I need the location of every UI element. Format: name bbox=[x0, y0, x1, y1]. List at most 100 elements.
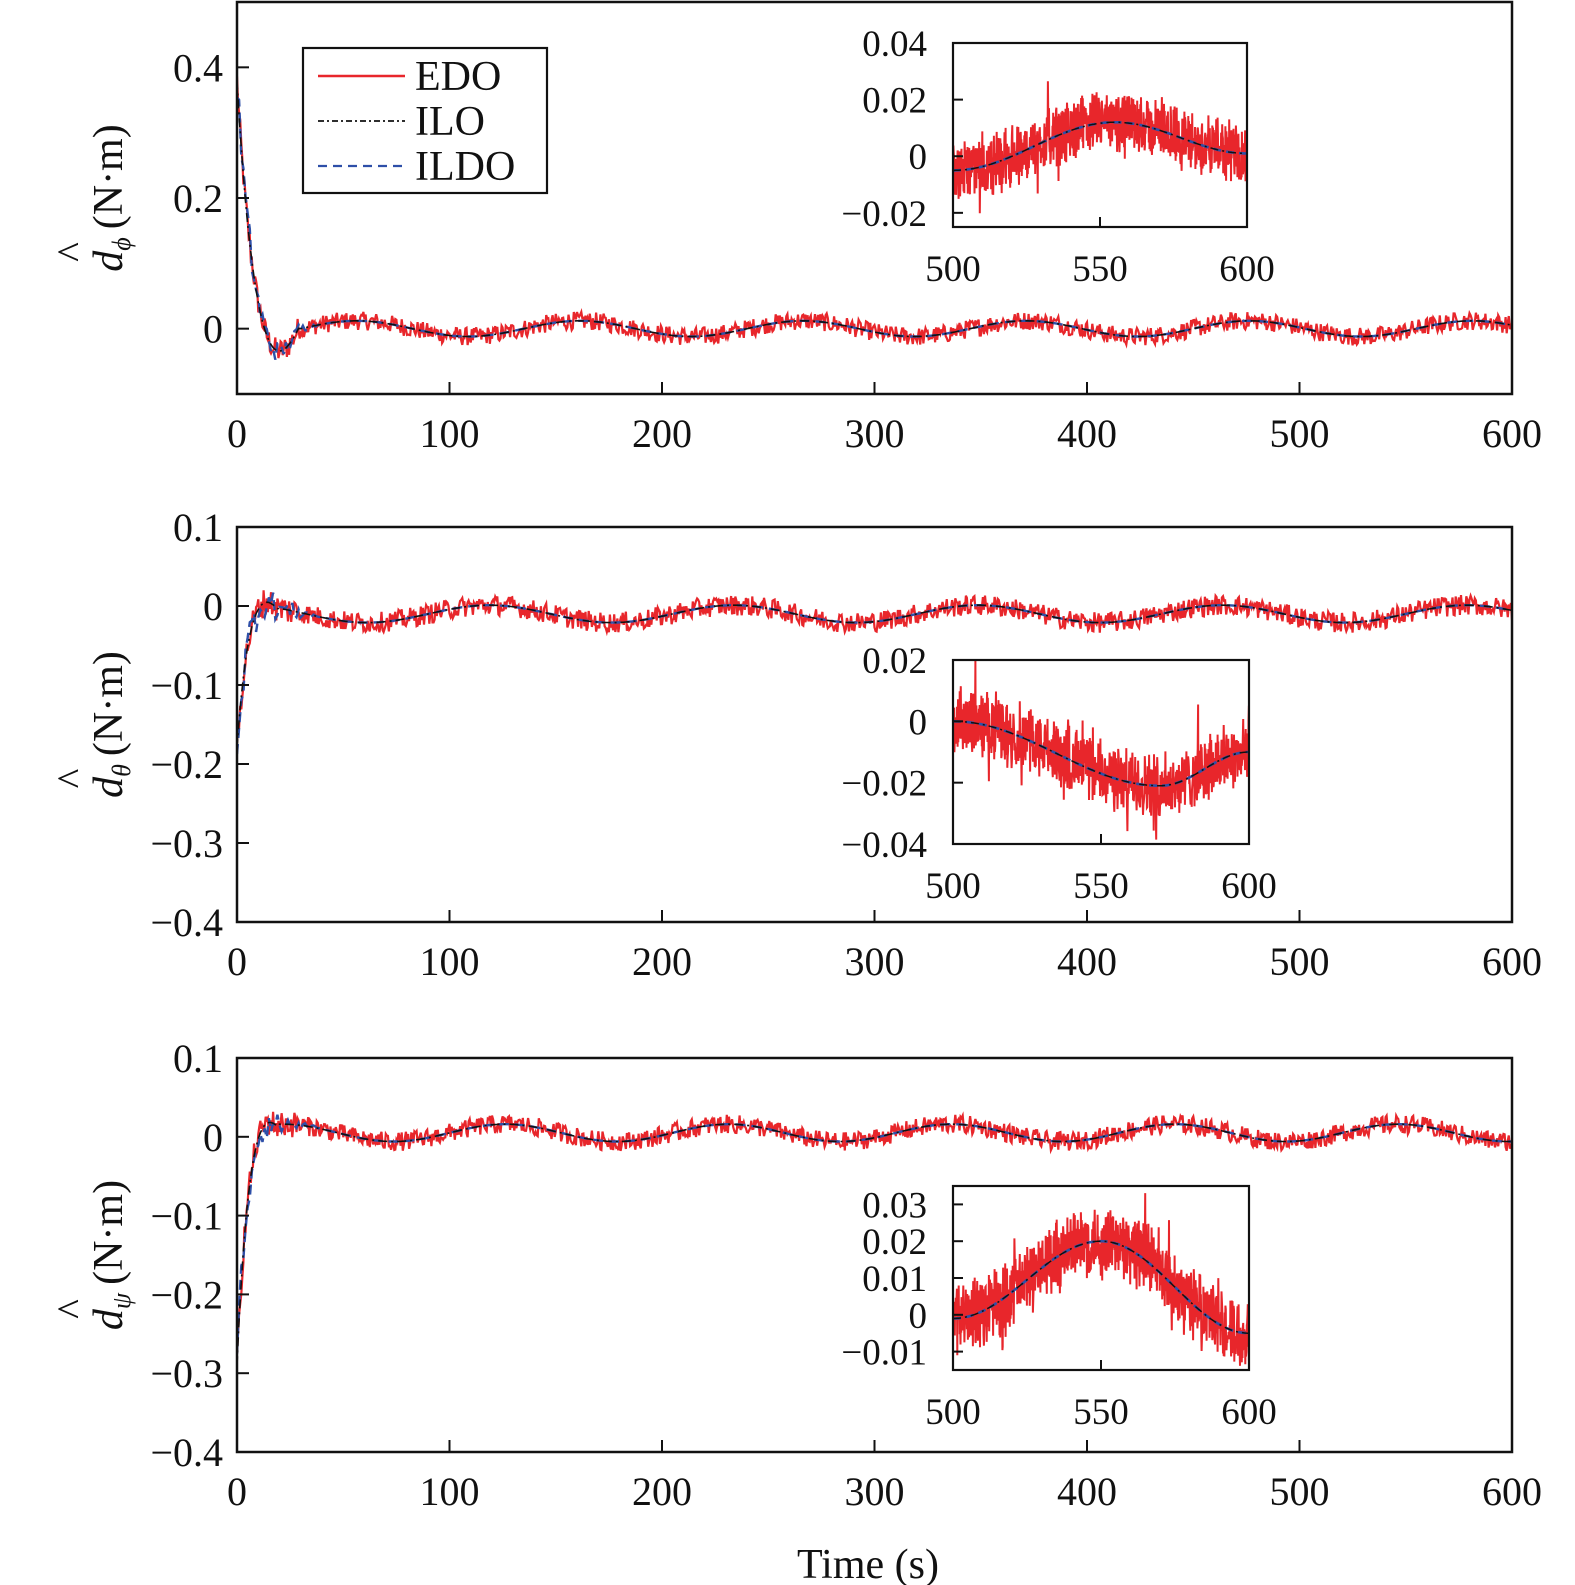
inset-y-tick-label: 0.02 bbox=[862, 1222, 927, 1263]
y-label-hat: ^ bbox=[50, 242, 96, 262]
series-edo-line bbox=[237, 1111, 1512, 1354]
x-tick-label: 200 bbox=[632, 939, 692, 984]
y-tick-label: −0.4 bbox=[150, 900, 223, 945]
y-tick-label: 0.1 bbox=[173, 505, 223, 550]
y-axis-label: dθ (N·m) bbox=[86, 651, 136, 798]
x-tick-label: 200 bbox=[632, 1469, 692, 1514]
panel-1: 0 100 200 300 400 500 600 0.4 0.2 0 dϕ (N·m) ^ 500 550… bbox=[50, 0, 1542, 456]
series-edo-line bbox=[237, 590, 1512, 743]
x-tick-label: 600 bbox=[1482, 1469, 1542, 1514]
inset-plot-area bbox=[953, 1193, 1249, 1366]
legend-box bbox=[301, 46, 549, 195]
inset-x-tick-label: 600 bbox=[1221, 866, 1277, 907]
inset-ilo-line bbox=[953, 121, 1247, 172]
series-edo-line bbox=[237, 76, 1512, 359]
x-tick-label: 200 bbox=[632, 411, 692, 456]
inset-y-tick-label: 0 bbox=[909, 1296, 928, 1337]
x-tick-label: 0 bbox=[227, 939, 247, 984]
x-tick-label: 300 bbox=[845, 1469, 905, 1514]
y-axis-label: dϕ (N·m) bbox=[86, 124, 136, 271]
inset-background bbox=[953, 1186, 1249, 1370]
inset-ilo-line bbox=[953, 1240, 1249, 1334]
legend-label-edo: EDO bbox=[415, 54, 501, 100]
inset-y-tick-label: 0.02 bbox=[862, 641, 927, 682]
inset-y-tick-label: −0.01 bbox=[841, 1333, 927, 1374]
y-label-subscript: θ bbox=[107, 764, 136, 777]
inset-x-tick-label: 600 bbox=[1219, 249, 1275, 290]
x-tick-label: 500 bbox=[1270, 939, 1330, 984]
inset-y-tick-label: 0 bbox=[909, 702, 928, 743]
inset-edo-line bbox=[953, 1193, 1249, 1366]
panel-2: 0 100 200 300 400 500 600 0.1 0 −0.1 −0.2 −0.3 −0.4 d… bbox=[50, 505, 1542, 984]
x-axis-label: Time (s) bbox=[797, 1542, 939, 1585]
y-tick-label: −0.3 bbox=[150, 821, 223, 866]
y-tick-label: 0 bbox=[203, 307, 223, 352]
y-label-subscript: ψ bbox=[107, 1292, 136, 1309]
inset-x-tick-label: 500 bbox=[925, 1392, 981, 1433]
y-tick-label: −0.3 bbox=[150, 1351, 223, 1396]
y-label-unit: (N·m) bbox=[86, 124, 132, 229]
y-label-symbol: d bbox=[86, 1308, 132, 1330]
y-tick-label: −0.4 bbox=[150, 1430, 223, 1475]
y-label-unit: (N·m) bbox=[86, 651, 132, 756]
series-ilo-line bbox=[237, 80, 1512, 352]
x-tick-label: 100 bbox=[420, 1469, 480, 1514]
x-tick-label: 500 bbox=[1270, 1469, 1330, 1514]
y-tick-label: 0 bbox=[203, 1115, 223, 1160]
y-label-hat: ^ bbox=[50, 1299, 96, 1319]
inset-x-tick-label: 500 bbox=[925, 866, 981, 907]
inset-y-tick-label: −0.02 bbox=[841, 194, 927, 235]
x-tick-label: 600 bbox=[1482, 411, 1542, 456]
legend-label-ildo: ILDO bbox=[415, 144, 515, 190]
y-label-unit: (N·m) bbox=[86, 1180, 132, 1285]
inset-x-tick-label: 550 bbox=[1072, 249, 1128, 290]
inset-edo-line bbox=[953, 81, 1247, 214]
inset-y-tick-label: −0.04 bbox=[841, 825, 927, 866]
plot-area-1 bbox=[237, 76, 1512, 360]
plot-area-2 bbox=[237, 590, 1512, 755]
y-tick-label: −0.1 bbox=[150, 663, 223, 708]
y-tick-label: 0.4 bbox=[173, 45, 223, 90]
x-tick-label: 100 bbox=[420, 411, 480, 456]
legend-label-ilo: ILO bbox=[415, 99, 485, 145]
inset-x-tick-label: 550 bbox=[1073, 1392, 1129, 1433]
x-tick-label: 400 bbox=[1057, 1469, 1117, 1514]
y-tick-label: 0.2 bbox=[173, 176, 223, 221]
inset-x-tick-label: 500 bbox=[925, 249, 981, 290]
series-ilo-line bbox=[237, 601, 1512, 749]
inset-y-tick-label: 0 bbox=[909, 137, 928, 178]
y-label-subscript: ϕ bbox=[107, 237, 136, 250]
x-tick-label: 400 bbox=[1057, 411, 1117, 456]
panel-3: 0 100 200 300 400 500 600 0.1 0 −0.1 −0.2 −0.3 −0.4 d… bbox=[50, 1036, 1542, 1514]
y-label-symbol: d bbox=[86, 776, 132, 798]
inset-x-tick-label: 550 bbox=[1073, 866, 1129, 907]
inset-y-tick-label: 0.03 bbox=[862, 1185, 927, 1226]
x-tick-label: 300 bbox=[845, 411, 905, 456]
inset-y-tick-label: 0.02 bbox=[862, 81, 927, 122]
series-ilo-line bbox=[237, 1121, 1512, 1366]
y-tick-label: −0.2 bbox=[150, 1272, 223, 1317]
inset-ildo-line bbox=[953, 720, 1249, 787]
inset-x-tick-label: 600 bbox=[1221, 1392, 1277, 1433]
x-tick-label: 400 bbox=[1057, 939, 1117, 984]
x-tick-label: 0 bbox=[227, 1469, 247, 1514]
inset-y-tick-label: 0.04 bbox=[862, 24, 927, 65]
y-tick-label: 0 bbox=[203, 584, 223, 629]
inset-plot-area bbox=[953, 660, 1249, 840]
inset-y-tick-label: −0.02 bbox=[841, 764, 927, 805]
inset-2: 500 550 600 0.02 0 −0.02 −0.04 bbox=[841, 641, 1276, 907]
inset-1: 500 550 600 0.04 0.02 0 −0.02 bbox=[841, 24, 1274, 290]
y-axis-label: dψ (N·m) bbox=[86, 1180, 136, 1330]
x-tick-label: 600 bbox=[1482, 939, 1542, 984]
y-label-symbol: d bbox=[86, 250, 132, 272]
x-tick-label: 100 bbox=[420, 939, 480, 984]
x-tick-label: 300 bbox=[845, 939, 905, 984]
inset-3: 500 550 600 0.030.020.010−0.01 bbox=[841, 1184, 1277, 1433]
y-tick-label: 0.1 bbox=[173, 1036, 223, 1081]
x-tick-label: 500 bbox=[1270, 411, 1330, 456]
y-tick-label: −0.1 bbox=[150, 1194, 223, 1239]
inset-edo-line bbox=[953, 660, 1249, 840]
